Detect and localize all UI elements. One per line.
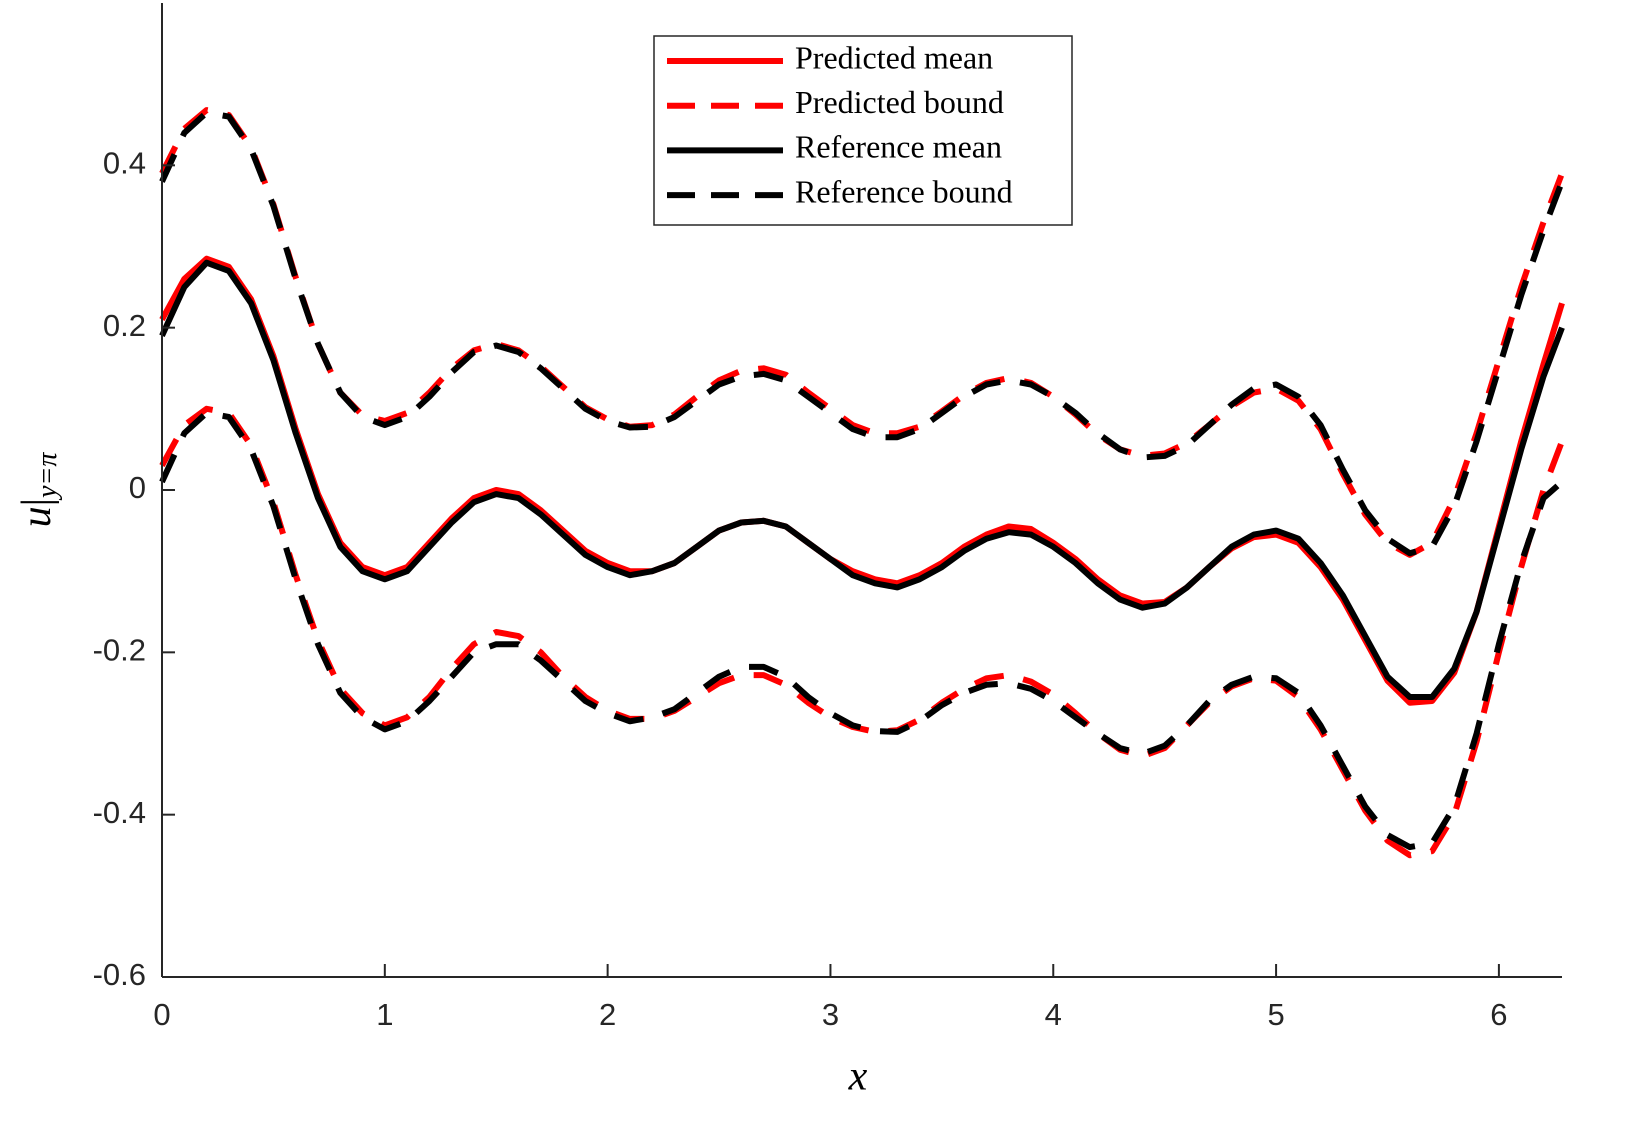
legend-label: Predicted bound (795, 84, 1004, 120)
x-axis-label: x (848, 1054, 868, 1100)
y-axis-label: u|y=π (14, 452, 64, 528)
legend-label: Reference bound (795, 173, 1013, 209)
x-tick-label: 1 (376, 997, 393, 1032)
series-line (159, 259, 1565, 700)
legend-label: Reference mean (795, 129, 1002, 165)
y-tick-label: -0.6 (93, 957, 146, 992)
series-line (159, 405, 1565, 859)
series-line (159, 109, 1565, 557)
x-tick-label: 6 (1490, 997, 1507, 1032)
legend-label: Predicted mean (795, 39, 993, 75)
x-tick-label: 2 (599, 997, 616, 1032)
y-tick-label: 0.2 (103, 308, 146, 343)
y-axis-label-sub: y=π (32, 452, 63, 501)
y-axis-label-main: u (14, 506, 60, 527)
y-tick-label: -0.2 (93, 633, 146, 668)
series-line (159, 409, 1564, 851)
y-tick-label: 0.4 (103, 146, 146, 181)
y-tick-label: 0 (129, 470, 146, 505)
y-axis-label-bar: | (14, 498, 60, 506)
plot-lines (159, 107, 1565, 859)
x-tick-label: 4 (1045, 997, 1062, 1032)
x-tick-label: 5 (1267, 997, 1284, 1032)
x-tick-label: 0 (153, 997, 170, 1032)
series-line (159, 107, 1565, 558)
x-tick-label: 3 (822, 997, 839, 1032)
y-tick-label: -0.4 (93, 795, 146, 830)
